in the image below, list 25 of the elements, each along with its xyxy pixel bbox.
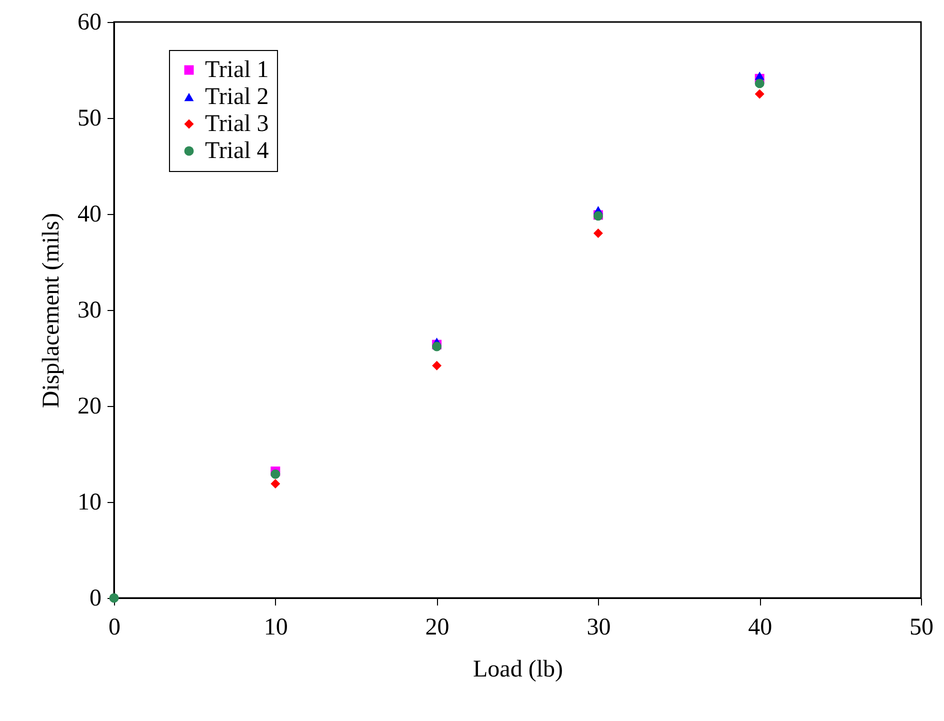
y-tick-label: 40: [78, 202, 102, 228]
legend-label: Trial 1: [205, 57, 269, 83]
y-tick-label: 50: [78, 106, 102, 132]
x-tick-label: 20: [425, 614, 450, 640]
x-tick-label: 0: [108, 614, 120, 640]
point: [270, 469, 280, 479]
legend-label: Trial 4: [205, 138, 269, 164]
x-tick-label: 30: [586, 614, 611, 640]
legend-label: Trial 3: [205, 111, 269, 137]
legend-label: Trial 2: [205, 84, 269, 110]
y-tick-label: 60: [78, 10, 102, 36]
point: [432, 360, 442, 370]
point: [270, 479, 280, 489]
y-tick-label: 30: [78, 298, 102, 324]
x-tick-label: 40: [748, 614, 772, 640]
y-tick-label: 20: [78, 394, 102, 420]
y-tick-label: 0: [90, 586, 102, 612]
x-tick-label: 50: [910, 614, 934, 640]
point: [754, 78, 764, 88]
x-axis-title: Load (lb): [473, 656, 563, 682]
point: [593, 228, 603, 238]
y-tick-label: 10: [78, 490, 102, 516]
y-axis-title: Displacement (mils): [38, 212, 64, 408]
x-tick-label: 10: [264, 614, 288, 640]
point: [754, 89, 764, 99]
